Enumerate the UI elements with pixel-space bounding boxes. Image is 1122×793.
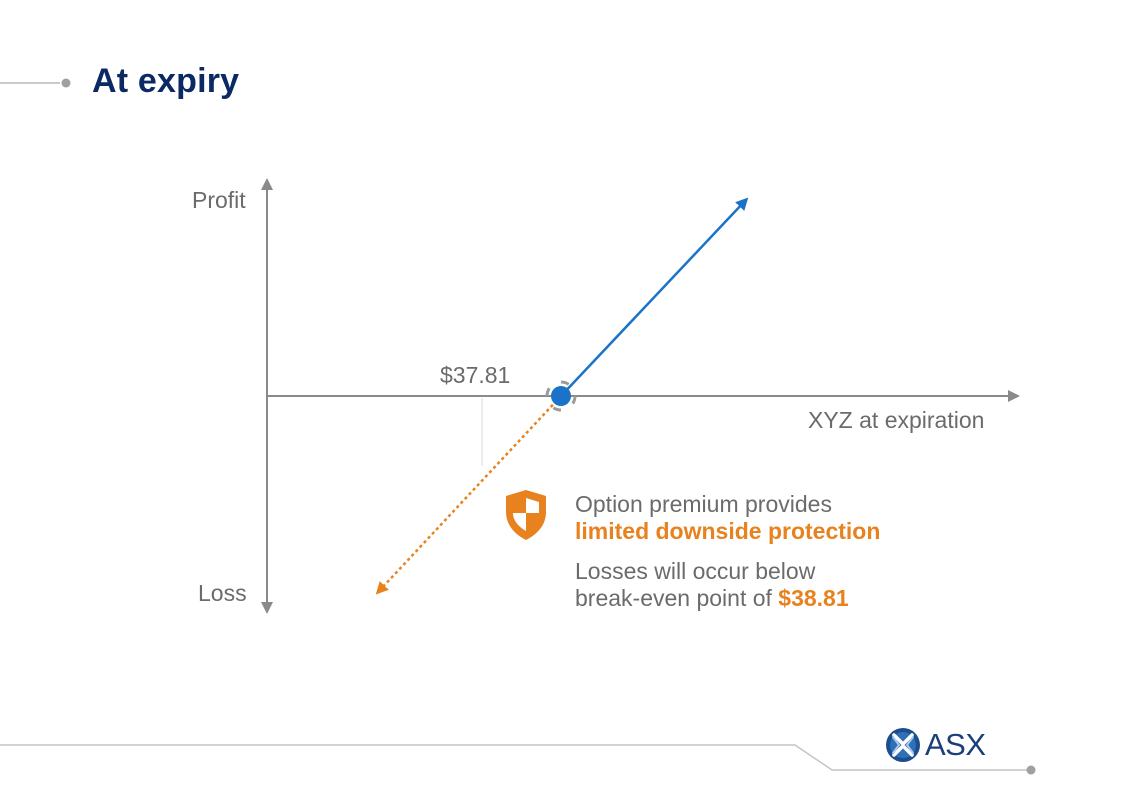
- asx-logo: ASX: [885, 727, 986, 763]
- loss-line: [375, 395, 562, 595]
- callout-line-4-prefix: break-even point of: [575, 585, 779, 611]
- break-even-marker: [545, 380, 577, 412]
- break-even-value: $38.81: [778, 585, 849, 611]
- y-axis-loss-label: Loss: [198, 580, 247, 606]
- x-axis-label: XYZ at expiration: [808, 407, 985, 433]
- shield-icon: [506, 490, 546, 540]
- profit-line: [560, 197, 749, 397]
- callout-line-2: limited downside protection: [575, 518, 881, 544]
- price-label: $37.81: [440, 362, 511, 388]
- page-title: At expiry: [92, 62, 240, 100]
- callout-line-3: Losses will occur below: [575, 558, 816, 584]
- asx-logo-icon: [886, 728, 920, 762]
- callout-text: Option premium provides limited downside…: [575, 491, 995, 612]
- y-axis-profit-label: Profit: [192, 187, 246, 213]
- callout-line-1: Option premium provides: [575, 491, 832, 517]
- asx-logo-text: ASX: [925, 727, 986, 762]
- callout-line-4: break-even point of $38.81: [575, 585, 995, 612]
